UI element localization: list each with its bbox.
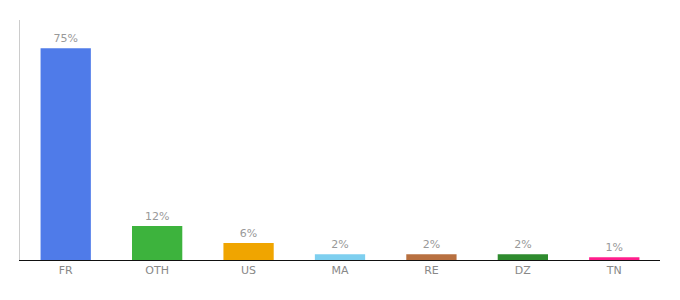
svg-text:TN: TN xyxy=(606,264,622,277)
svg-text:1%: 1% xyxy=(606,241,623,254)
svg-text:2%: 2% xyxy=(331,238,348,251)
svg-text:75%: 75% xyxy=(53,32,77,45)
svg-text:6%: 6% xyxy=(240,227,257,240)
svg-text:FR: FR xyxy=(59,264,73,277)
svg-text:2%: 2% xyxy=(423,238,440,251)
svg-text:RE: RE xyxy=(424,264,439,277)
svg-text:MA: MA xyxy=(331,264,348,277)
svg-text:DZ: DZ xyxy=(515,264,531,277)
svg-text:OTH: OTH xyxy=(145,264,169,277)
svg-text:US: US xyxy=(241,264,256,277)
svg-text:2%: 2% xyxy=(514,238,531,251)
svg-text:12%: 12% xyxy=(145,210,169,223)
